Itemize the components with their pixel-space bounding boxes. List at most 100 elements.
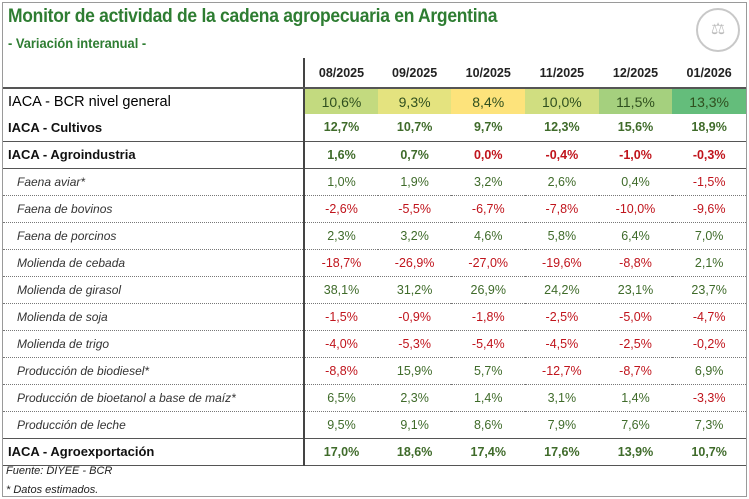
value-cell: 11,5% — [598, 88, 673, 114]
value-cell: -4,0% — [304, 330, 378, 358]
value-cell: -3,3% — [672, 384, 746, 412]
value-cell: 3,2% — [377, 222, 452, 250]
table-row: Molienda de trigo -4,0% -5,3% -5,4% -4,5% -2,… — [3, 330, 746, 358]
header-blank — [3, 58, 306, 89]
value-cell: 8,4% — [451, 88, 526, 114]
value-cell: -26,9% — [377, 249, 452, 277]
value-cell: 6,4% — [598, 222, 673, 250]
value-cell: 8,6% — [451, 411, 526, 439]
table-row: Producción de bioetanol a base de maíz* 6… — [3, 384, 746, 412]
activity-table: 08/2025 09/2025 10/2025 11/2025 12/2025 01/20… — [3, 58, 746, 466]
value-cell: 1,6% — [304, 141, 378, 169]
row-label: IACA - BCR nivel general — [3, 88, 306, 114]
value-cell: 10,0% — [525, 88, 599, 114]
value-cell: 1,4% — [451, 384, 526, 412]
table-row: Molienda de cebada -18,7% -26,9% -27,0% -19,… — [3, 249, 746, 277]
table-row: IACA - BCR nivel general 10,6% 9,3% 8,4% 10,… — [3, 88, 746, 114]
value-cell: 10,7% — [672, 438, 746, 466]
value-cell: 12,3% — [525, 114, 599, 142]
value-cell: 23,1% — [598, 276, 673, 304]
value-cell: 1,9% — [377, 168, 452, 196]
value-cell: -0,2% — [672, 330, 746, 358]
row-label: IACA - Cultivos — [3, 114, 306, 142]
value-cell: 9,7% — [451, 114, 526, 142]
value-cell: -18,7% — [304, 249, 378, 277]
row-label: Molienda de cebada — [3, 249, 306, 277]
value-cell: 3,1% — [525, 384, 599, 412]
value-cell: -27,0% — [451, 249, 526, 277]
value-cell: -8,7% — [598, 357, 673, 385]
value-cell: 5,7% — [451, 357, 526, 385]
value-cell: 7,9% — [525, 411, 599, 439]
column-header: 08/2025 — [304, 58, 378, 89]
value-cell: -1,8% — [451, 303, 526, 331]
value-cell: -1,0% — [598, 141, 673, 169]
value-cell: 17,6% — [525, 438, 599, 466]
value-cell: 4,6% — [451, 222, 526, 250]
footer-source: Fuente: DIYEE - BCR — [6, 465, 113, 477]
table-row: Molienda de soja -1,5% -0,9% -1,8% -2,5% -5,0… — [3, 303, 746, 331]
value-cell: 10,7% — [377, 114, 452, 142]
value-cell: 6,9% — [672, 357, 746, 385]
value-cell: -4,5% — [525, 330, 599, 358]
bcr-seal-logo-icon: ⚖ — [696, 8, 740, 52]
table-row: Molienda de girasol 38,1% 31,2% 26,9% 24,2% 2… — [3, 276, 746, 304]
page-subtitle: - Variación interanual - — [8, 35, 147, 51]
table-row: Faena de bovinos -2,6% -5,5% -6,7% -7,8% -10,… — [3, 195, 746, 223]
value-cell: 13,9% — [598, 438, 673, 466]
value-cell: 5,8% — [525, 222, 599, 250]
value-cell: 2,1% — [672, 249, 746, 277]
page-title: Monitor de actividad de la cadena agrope… — [8, 6, 498, 27]
row-label: Producción de biodiesel* — [3, 357, 306, 385]
value-cell: 0,0% — [451, 141, 526, 169]
row-label: Producción de bioetanol a base de maíz* — [3, 384, 306, 412]
value-cell: 1,4% — [598, 384, 673, 412]
value-cell: -19,6% — [525, 249, 599, 277]
value-cell: 17,0% — [304, 438, 378, 466]
value-cell: -2,5% — [598, 330, 673, 358]
column-header: 01/2026 — [672, 58, 746, 89]
value-cell: -5,4% — [451, 330, 526, 358]
value-cell: 26,9% — [451, 276, 526, 304]
value-cell: -5,3% — [377, 330, 452, 358]
table-row: IACA - Agroindustria 1,6% 0,7% 0,0% -0,4% -1,… — [3, 141, 746, 169]
value-cell: 10,6% — [304, 88, 378, 114]
value-cell: 12,7% — [304, 114, 378, 142]
value-cell: -9,6% — [672, 195, 746, 223]
table-row: Producción de biodiesel* -8,8% 15,9% 5,7% -1… — [3, 357, 746, 385]
value-cell: 9,5% — [304, 411, 378, 439]
row-label: IACA - Agroindustria — [3, 141, 306, 169]
table-row: IACA - Agroexportación 17,0% 18,6% 17,4% 17,… — [3, 438, 746, 466]
value-cell: 3,2% — [451, 168, 526, 196]
value-cell: -4,7% — [672, 303, 746, 331]
value-cell: 7,6% — [598, 411, 673, 439]
value-cell: 18,6% — [377, 438, 452, 466]
value-cell: -8,8% — [598, 249, 673, 277]
value-cell: -12,7% — [525, 357, 599, 385]
value-cell: -8,8% — [304, 357, 378, 385]
value-cell: -0,9% — [377, 303, 452, 331]
value-cell: 7,0% — [672, 222, 746, 250]
header-row: 08/2025 09/2025 10/2025 11/2025 12/2025 01/20… — [3, 58, 746, 89]
value-cell: -5,5% — [377, 195, 452, 223]
value-cell: 2,6% — [525, 168, 599, 196]
value-cell: 2,3% — [304, 222, 378, 250]
column-header: 09/2025 — [377, 58, 452, 89]
value-cell: 18,9% — [672, 114, 746, 142]
value-cell: 2,3% — [377, 384, 452, 412]
value-cell: 0,7% — [377, 141, 452, 169]
column-header: 11/2025 — [525, 58, 599, 89]
table-row: Producción de leche 9,5% 9,1% 8,6% 7,9% 7,6% 7… — [3, 411, 746, 439]
value-cell: 1,0% — [304, 168, 378, 196]
row-label: Producción de leche — [3, 411, 306, 439]
row-label: Faena de porcinos — [3, 222, 306, 250]
table-row: Faena aviar* 1,0% 1,9% 3,2% 2,6% 0,4% -1,5% — [3, 168, 746, 196]
row-label: Molienda de trigo — [3, 330, 306, 358]
column-header: 12/2025 — [598, 58, 673, 89]
table-row: Faena de porcinos 2,3% 3,2% 4,6% 5,8% 6,4% 7,0… — [3, 222, 746, 250]
value-cell: 9,1% — [377, 411, 452, 439]
value-cell: -0,3% — [672, 141, 746, 169]
row-label: Molienda de girasol — [3, 276, 306, 304]
value-cell: -2,5% — [525, 303, 599, 331]
